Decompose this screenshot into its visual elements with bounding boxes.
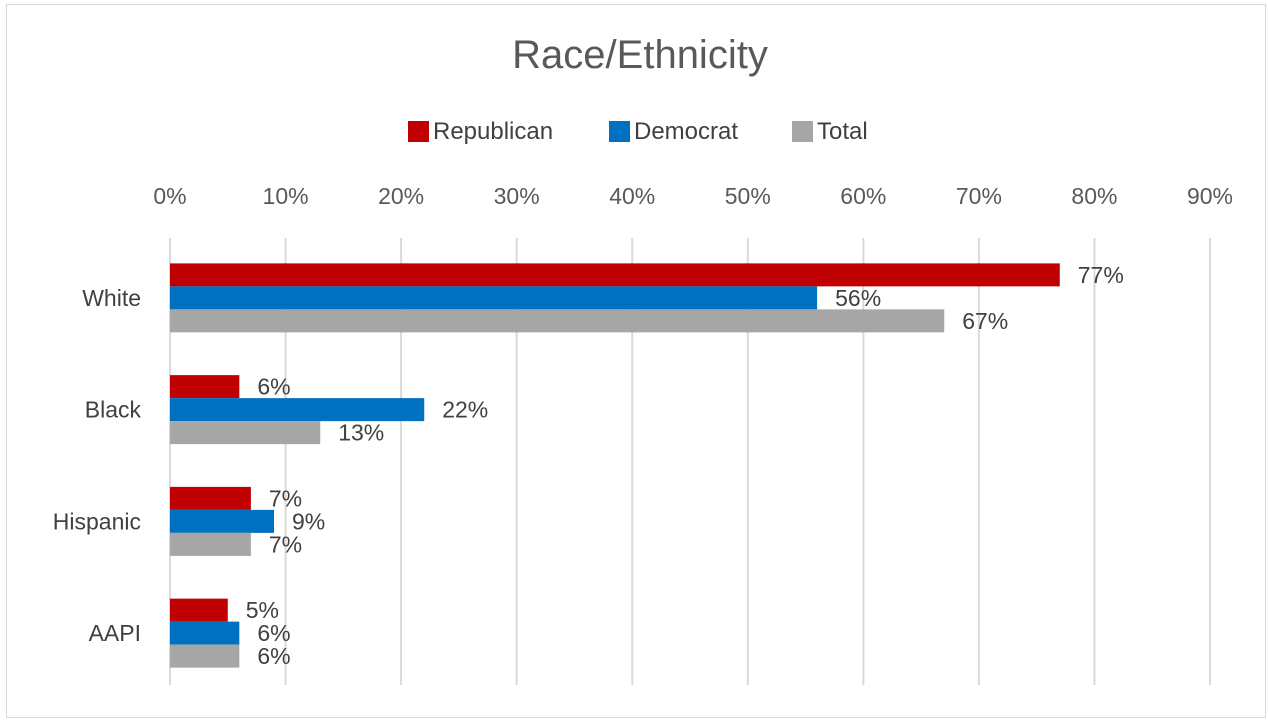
x-tick-label: 50% [725,183,771,209]
x-tick-label: 90% [1187,183,1233,209]
data-label: 9% [292,508,325,534]
category-label: White [82,285,141,311]
bar-total-aapi [170,644,240,668]
bar-democrat-hispanic [170,509,274,533]
data-label: 6% [257,374,290,400]
legend-swatch-democrat [609,121,630,142]
legend-swatch-total [792,121,813,142]
x-tick-label: 20% [378,183,424,209]
category-label: Black [85,397,142,423]
bar-total-black [170,421,321,445]
data-label: 6% [257,620,290,646]
legend-swatch-republican [408,121,429,142]
legend-label-republican: Republican [433,118,553,145]
legend-label-total: Total [817,118,868,145]
bar-republican-hispanic [170,486,251,510]
x-tick-label: 30% [494,183,540,209]
data-label: 67% [962,308,1008,334]
bar-republican-aapi [170,598,228,622]
data-label: 7% [269,485,302,511]
legend-label-democrat: Democrat [634,118,738,145]
data-label: 56% [835,285,881,311]
bar-republican-white [170,263,1060,287]
data-label: 5% [246,597,279,623]
x-tick-label: 10% [263,183,309,209]
data-label: 22% [442,397,488,423]
data-labels: 77%56%67%6%22%13%7%9%7%5%6%6% [246,262,1124,669]
data-label: 7% [269,531,302,557]
chart-title: Race/Ethnicity [512,33,768,77]
bar-democrat-aapi [170,621,240,645]
x-tick-label: 40% [609,183,655,209]
category-label: AAPI [89,620,141,646]
legend: Republican Democrat Total [408,118,868,145]
data-label: 6% [257,643,290,669]
x-tick-label: 60% [840,183,886,209]
bar-democrat-white [170,286,818,310]
data-label: 77% [1078,262,1124,288]
x-tick-label: 80% [1071,183,1117,209]
bar-total-hispanic [170,532,251,556]
data-label: 13% [338,420,384,446]
bars [170,263,1060,668]
bar-total-white [170,309,945,333]
y-axis-categories: White Black Hispanic AAPI [53,285,142,646]
x-tick-label: 70% [956,183,1002,209]
bar-democrat-black [170,398,425,422]
bar-republican-black [170,375,240,399]
category-label: Hispanic [53,508,141,534]
x-tick-label: 0% [153,183,186,209]
x-axis-ticks: 0% 10% 20% 30% 40% 50% 60% 70% 80% 90% [153,183,1233,209]
